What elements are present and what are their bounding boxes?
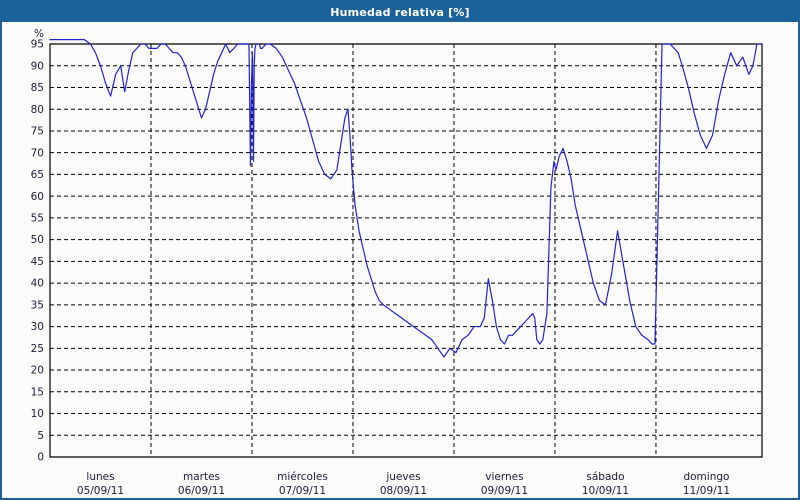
y-axis-tick-labels: 0 5 10 15 20 25 30 35 40 45 50 55 60 65 70 75 80 85 90 95% [31,28,44,464]
page-title: Humedad relativa [%] [330,5,470,19]
y-tick-35: 35 [31,299,44,311]
x-tick-date-2: 07/09/11 [279,485,326,497]
x-tick-day-3: jueves [385,471,420,483]
x-tick-day-5: sábado [586,471,624,483]
x-tick-date-6: 11/09/11 [683,485,730,497]
y-tick-10: 10 [31,408,44,420]
y-tick-5: 5 [37,430,44,442]
y-tick-15: 15 [31,386,44,398]
x-tick-day-1: martes [183,471,220,483]
y-tick-50: 50 [31,234,44,246]
x-tick-day-4: viernes [485,471,523,483]
x-tick-day-6: domingo [683,471,729,483]
y-tick-85: 85 [31,82,44,94]
humidity-line-chart: 05101520253035404550556065707580859095% … [31,28,763,497]
x-tick-date-5: 10/09/11 [582,485,629,497]
x-tick-date-0: 05/09/11 [77,485,124,497]
y-tick-30: 30 [31,321,44,333]
y-tick-60: 60 [31,191,44,203]
y-tick-95: 95 [31,39,44,51]
y-tick-20: 20 [31,365,44,377]
vertical-day-gridlines [150,44,657,457]
humidity-series-line [49,39,762,358]
y-tick-65: 65 [31,169,44,181]
axis-lines [49,43,763,458]
chart-plot-area: 0 5 10 15 20 25 30 35 40 45 50 55 60 65 70 75 80 85 90 95% … [2,22,798,498]
y-tick-25: 25 [31,343,44,355]
x-axis-tick-labels: lunes 05/09/11 martes 06/09/11 miércoles 07/0… [77,471,730,497]
y-tick-70: 70 [31,147,44,159]
horizontal-gridlines [50,43,762,436]
plot-frame [49,43,763,458]
y-axis-unit-label: % [34,28,44,40]
x-tick-date-3: 08/09/11 [380,485,427,497]
window-titlebar: Humedad relativa [%] [2,2,798,22]
y-tick-0: 0 [37,452,44,464]
x-tick-date-1: 06/09/11 [178,485,225,497]
y-tick-75: 75 [31,126,44,138]
x-tick-date-4: 09/09/11 [481,485,528,497]
x-tick-day-0: lunes [86,471,114,483]
y-tick-40: 40 [31,278,44,290]
y-tick-45: 45 [31,256,44,268]
x-tick-day-2: miércoles [277,471,328,483]
y-tick-80: 80 [31,104,44,116]
y-tick-90: 90 [31,60,44,72]
y-tick-55: 55 [31,212,44,224]
series-path-0 [49,39,762,358]
